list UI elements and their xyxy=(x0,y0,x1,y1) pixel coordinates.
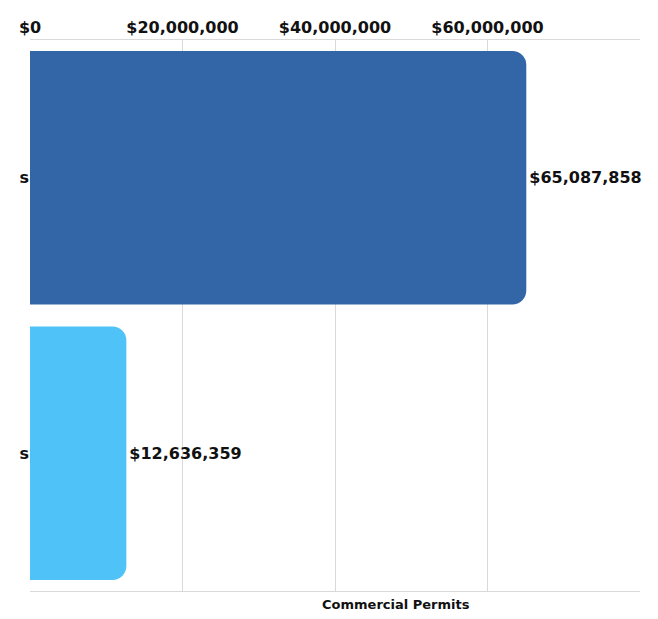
svg-text:s: s xyxy=(19,168,29,187)
svg-text:$60,000,000: $60,000,000 xyxy=(431,18,543,37)
svg-text:$0: $0 xyxy=(19,18,41,37)
svg-text:$20,000,000: $20,000,000 xyxy=(126,18,238,37)
svg-text:$65,087,858: $65,087,858 xyxy=(529,168,641,187)
svg-text:s: s xyxy=(19,444,29,463)
svg-text:Commercial Permits: Commercial Permits xyxy=(322,597,470,612)
svg-text:$40,000,000: $40,000,000 xyxy=(279,18,391,37)
svg-text:$12,636,359: $12,636,359 xyxy=(129,444,241,463)
